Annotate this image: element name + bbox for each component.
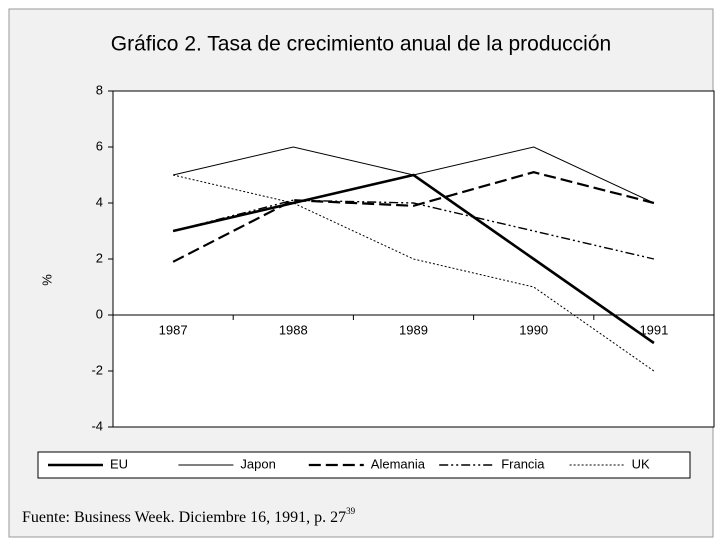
y-tick-label: 2 <box>96 250 103 265</box>
y-tick-label: -4 <box>91 418 103 433</box>
y-tick-label: 0 <box>96 306 103 321</box>
legend-label: UK <box>632 456 650 471</box>
source-text: Fuente: Business Week. Diciembre 16, 199… <box>22 509 346 526</box>
x-tick-label: 1989 <box>399 322 428 337</box>
x-tick-label: 1987 <box>159 322 188 337</box>
y-tick-label: 4 <box>96 194 103 209</box>
y-tick-label: 8 <box>96 82 103 97</box>
legend-label: Francia <box>501 456 545 471</box>
legend <box>37 451 691 479</box>
y-axis-label: % <box>39 274 54 286</box>
x-tick-label: 1988 <box>279 322 308 337</box>
source-ref: 39 <box>346 506 356 516</box>
series-line <box>172 174 655 372</box>
series-line <box>172 146 655 204</box>
source: Fuente: Business Week. Diciembre 16, 199… <box>22 506 356 526</box>
legend-label: EU <box>110 456 128 471</box>
chart-title: Gráfico 2. Tasa de crecimiento anual de … <box>111 33 611 56</box>
series-line <box>172 171 655 263</box>
x-tick-label: 1991 <box>639 322 668 337</box>
x-tick-label: 1990 <box>519 322 548 337</box>
legend-label: Japon <box>240 456 275 471</box>
y-tick-label: 6 <box>96 138 103 153</box>
legend-label: Alemania <box>371 456 426 471</box>
series-line <box>172 199 655 260</box>
y-tick-label: -2 <box>91 362 103 377</box>
